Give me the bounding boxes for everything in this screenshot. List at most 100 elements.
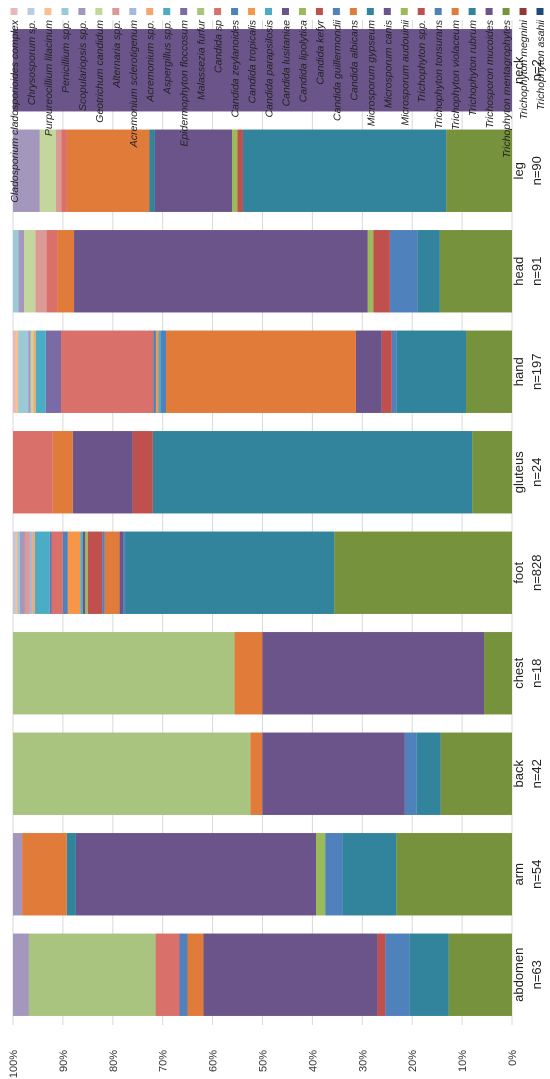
legend-swatch [61, 8, 69, 15]
bar-segment [13, 833, 23, 916]
bar-segment [417, 230, 440, 313]
bar-segment [155, 330, 159, 413]
legend-swatch [298, 8, 306, 15]
bar-segment [29, 531, 33, 614]
category-label: head [511, 257, 526, 286]
legend: Cladosporium cladosporioides complex Chry… [9, 8, 547, 203]
legend-label: Candida parapsilosis [264, 19, 276, 117]
bar-segment [80, 531, 83, 614]
legend-swatch [27, 8, 35, 15]
legend-label: Acremonium spp. [145, 20, 157, 103]
legend-label: Candida lusitaniae [280, 20, 292, 107]
category-count-label: n=18 [529, 659, 544, 688]
bar-segment [416, 732, 441, 815]
legend-label: Penicillium spp. [60, 20, 72, 93]
bar-segment [17, 531, 20, 614]
bar-segment [13, 230, 19, 313]
bar-segment [15, 531, 18, 614]
category-label: foot [511, 562, 526, 584]
bar-stack-group [13, 29, 512, 1016]
bar-segment [34, 531, 50, 614]
legend-label: Trichophyton tonsurans [433, 19, 445, 129]
bar-segment [13, 29, 512, 112]
bar-segment [66, 129, 150, 212]
legend-label: Alternaria spp. [111, 20, 123, 89]
legend-label: Chrysosporum sp. [26, 20, 38, 105]
bar-segment [72, 431, 133, 514]
category-count-label: n=2 [529, 59, 544, 81]
legend-swatch [519, 8, 527, 15]
bar-segment [367, 230, 374, 313]
bar-segment [13, 531, 15, 614]
category-count-label: n=42 [529, 759, 544, 788]
bar-segment [22, 833, 67, 916]
legend-label: Microsporum gypseum [365, 20, 377, 126]
category-label: leg [511, 162, 526, 179]
bar-segment [85, 531, 88, 614]
bar-segment [123, 531, 126, 614]
legend-label: Trichophyton mentagrophytes [501, 19, 513, 158]
legend-swatch [383, 8, 391, 15]
bar-segment [446, 129, 512, 212]
value-axis: 0% 10% 20% 30% 40% 50% 60% 70% 80% 90% 100% [8, 1050, 519, 1078]
bar-segment [56, 129, 62, 212]
bar-segment [61, 129, 67, 212]
value-tick-label: 90% [58, 1050, 70, 1072]
legend-swatch [112, 8, 120, 15]
legend-swatch [44, 8, 52, 15]
bar-segment [87, 531, 103, 614]
bar-segment [153, 330, 156, 413]
bar-segment [396, 833, 512, 916]
bar-segment [234, 632, 263, 715]
legend-label: Candida sp [213, 20, 225, 73]
legend-label: Microsporum audouinii [399, 19, 411, 125]
legend-label: Purpureocillium lilacinum [43, 20, 55, 136]
bar-segment [13, 732, 251, 815]
category-count-label: n=63 [529, 960, 544, 989]
bar-segment [132, 431, 153, 514]
bar-segment [448, 933, 512, 1016]
bar-segment [28, 933, 156, 1016]
bar-segment [35, 230, 47, 313]
bar-segment [242, 129, 447, 212]
bar-segment [342, 833, 397, 916]
bar-segment [19, 531, 25, 614]
category-label: gluteus [511, 451, 526, 493]
bar-segment [46, 230, 58, 313]
bar-segment [152, 431, 473, 514]
bar-segment [325, 833, 343, 916]
legend-swatch [502, 8, 510, 15]
bar-segment [13, 632, 235, 715]
bar-segment [466, 330, 512, 413]
bar-segment [28, 330, 31, 413]
bar-segment [355, 330, 382, 413]
bar-segment [102, 531, 105, 614]
bar-segment [237, 129, 243, 212]
bar-segment [119, 531, 124, 614]
legend-swatch [129, 8, 137, 15]
category-count-label: n=90 [529, 156, 544, 185]
legend-swatch [248, 8, 256, 15]
bar-segment [179, 933, 188, 1016]
category-count-label: n=91 [529, 257, 544, 286]
legend-label: Candida guillermondii [331, 19, 343, 121]
legend-swatch [485, 8, 493, 15]
legend-swatch [214, 8, 222, 15]
category-label: neck [511, 56, 526, 84]
bar-segment [250, 732, 263, 815]
legend-label: Trichophyton megnini [518, 19, 530, 119]
value-tick-label: 10% [457, 1050, 469, 1072]
legend-label: Trichophyton spp. [416, 20, 428, 103]
bar-segment [187, 933, 204, 1016]
category-label: chest [511, 657, 526, 688]
legend-swatch [180, 8, 188, 15]
bar-segment [18, 230, 25, 313]
bar-segment [104, 531, 120, 614]
bar-segment [51, 531, 63, 614]
legend-swatch [78, 8, 86, 15]
bar-segment [166, 330, 356, 413]
bar-segment [203, 933, 378, 1016]
legend-swatch [197, 8, 205, 15]
legend-label: Cladosporium cladosporioides complex [9, 19, 21, 202]
